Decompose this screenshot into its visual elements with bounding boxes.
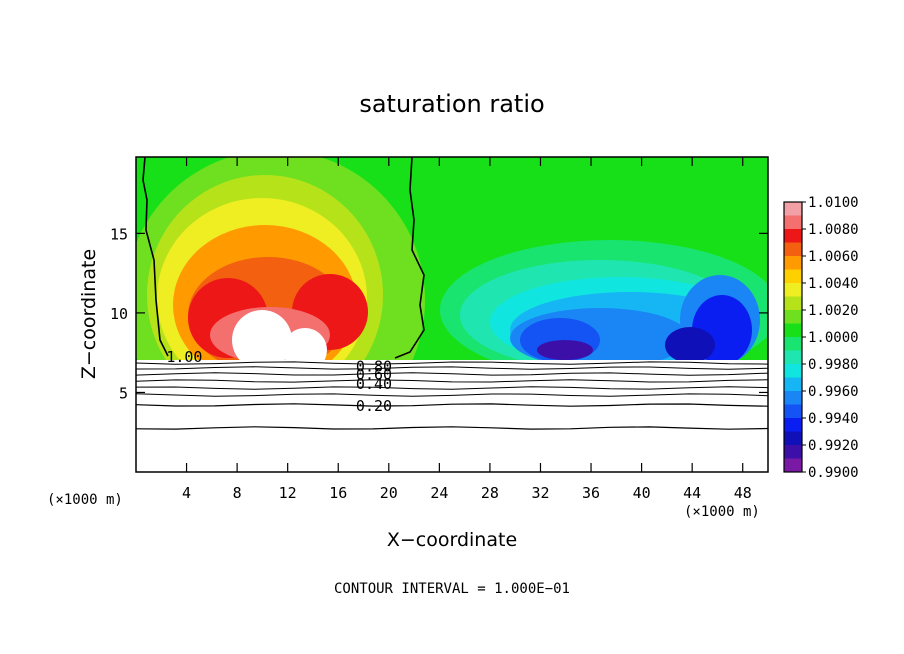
x-tick-label: 20 bbox=[380, 484, 398, 502]
blob-white-core-1 bbox=[232, 310, 292, 370]
colorbar: 1.0100 1.0080 1.0060 1.0040 1.0020 1.0000 0.99… bbox=[783, 195, 859, 481]
y-axis: 5 10 15 bbox=[110, 225, 768, 402]
contour-label: 0.60 bbox=[356, 365, 392, 383]
contour-horizontal-5 bbox=[136, 386, 768, 390]
subsaturated-layer bbox=[136, 360, 768, 472]
colorbar-level-label: 0.9900 bbox=[808, 465, 859, 481]
contour-horizontal-1 bbox=[136, 361, 768, 365]
blob-navy bbox=[665, 327, 715, 363]
x-tick-label: 32 bbox=[531, 484, 549, 502]
colorbar-level-label: 1.0100 bbox=[808, 195, 859, 211]
x-tick-label: 44 bbox=[683, 484, 701, 502]
colorbar-swatch bbox=[784, 431, 802, 446]
x-tick-label: 28 bbox=[481, 484, 499, 502]
x-axis-unit: (×1000 m) bbox=[684, 504, 760, 520]
contour-label: 0.80 bbox=[356, 357, 392, 375]
contour-interval-note: CONTOUR INTERVAL = 1.000E−01 bbox=[334, 581, 570, 597]
colorbar-swatch bbox=[784, 445, 802, 459]
colorbar-swatch bbox=[784, 350, 802, 365]
x-tick-label: 8 bbox=[233, 484, 242, 502]
colorbar-level-label: 0.9940 bbox=[808, 411, 859, 427]
x-axis: 4 8 12 16 20 24 28 32 36 40 44 48 bbox=[182, 157, 752, 502]
colorbar-swatch bbox=[784, 323, 802, 338]
blob-indigo bbox=[537, 340, 593, 360]
colorbar-swatch bbox=[784, 215, 802, 230]
x-tick-label: 16 bbox=[329, 484, 347, 502]
colorbar-swatch bbox=[784, 418, 802, 432]
colorbar-level-label: 0.9980 bbox=[808, 357, 859, 373]
colorbar-swatch bbox=[784, 310, 802, 324]
colorbar-level-label: 1.0080 bbox=[808, 222, 859, 238]
colorbar-swatch bbox=[784, 202, 802, 216]
colorbar-swatch bbox=[784, 269, 802, 284]
colorbar-swatch bbox=[784, 391, 802, 405]
colorbar-swatch bbox=[784, 256, 802, 270]
colorbar-swatch bbox=[784, 364, 802, 378]
y-axis-label: Z−coordinate bbox=[78, 249, 100, 379]
colorbar-swatch bbox=[784, 458, 802, 473]
contour-label-group: 1.00 0.800.600.40 0.20 bbox=[166, 348, 392, 415]
x-axis-label: X−coordinate bbox=[387, 529, 517, 551]
contour-label: 0.40 bbox=[356, 375, 392, 393]
colorbar-level-label: 1.0020 bbox=[808, 303, 859, 319]
contour-horizontal-8 bbox=[136, 426, 768, 430]
contour-label: 0.20 bbox=[356, 397, 392, 415]
chart-title: saturation ratio bbox=[359, 90, 544, 118]
x-tick-label: 40 bbox=[633, 484, 651, 502]
colorbar-swatch bbox=[784, 242, 802, 257]
contour-lines bbox=[136, 157, 768, 430]
x-tick-label: 24 bbox=[430, 484, 448, 502]
x-tick-label: 4 bbox=[182, 484, 191, 502]
y-tick-label: 5 bbox=[119, 384, 128, 402]
colorbar-level-label: 1.0040 bbox=[808, 276, 859, 292]
colorbar-swatch bbox=[784, 283, 802, 297]
contour-horizontal-6 bbox=[136, 393, 768, 397]
colorbar-swatch bbox=[784, 296, 802, 311]
colorbar-swatch bbox=[784, 404, 802, 419]
contour-middle bbox=[394, 157, 425, 359]
colorbar-level-label: 1.0060 bbox=[808, 249, 859, 265]
colorbar-level-label: 0.9960 bbox=[808, 384, 859, 400]
colorbar-swatch bbox=[784, 377, 802, 392]
colorbar-level-label: 1.0000 bbox=[808, 330, 859, 346]
y-tick-label: 10 bbox=[110, 305, 128, 323]
contour-left bbox=[142, 157, 169, 357]
contour-horizontal-2 bbox=[136, 366, 768, 370]
contour-horizontal-3 bbox=[136, 372, 768, 376]
contour-horizontal-4 bbox=[136, 379, 768, 383]
colorbar-level-label: 0.9920 bbox=[808, 438, 859, 454]
y-axis-unit: (×1000 m) bbox=[47, 492, 123, 508]
colorbar-swatch bbox=[784, 337, 802, 351]
colorbar-swatch bbox=[784, 229, 802, 243]
contour-horizontal-7 bbox=[136, 403, 768, 407]
x-tick-label: 48 bbox=[734, 484, 752, 502]
contour-label: 1.00 bbox=[166, 348, 202, 366]
x-tick-label: 36 bbox=[582, 484, 600, 502]
heatmap-field bbox=[136, 157, 768, 472]
plot-frame bbox=[135, 156, 769, 473]
y-tick-label: 15 bbox=[110, 225, 128, 243]
x-tick-label: 12 bbox=[279, 484, 297, 502]
